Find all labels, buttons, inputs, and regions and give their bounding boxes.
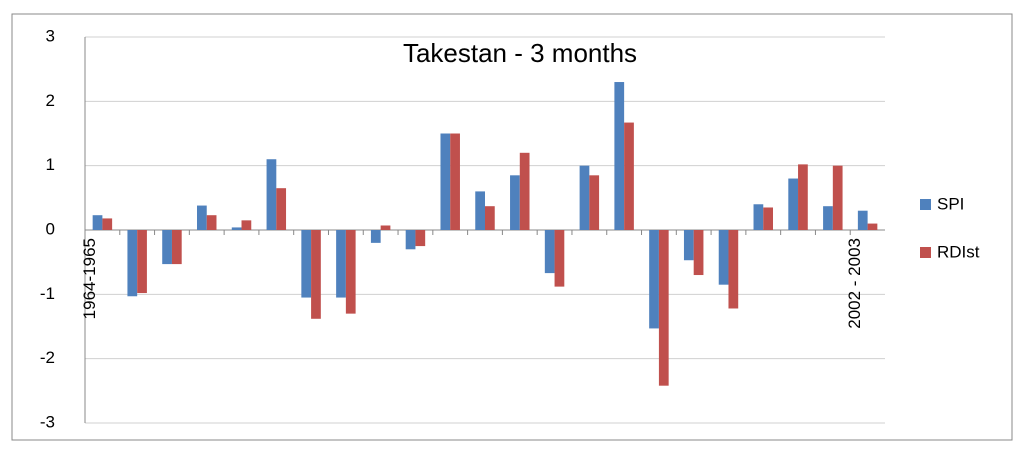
x-tick-label: 1964-1965: [80, 238, 99, 319]
bar: [370, 230, 381, 243]
bar: [162, 230, 172, 265]
bar: [579, 165, 590, 230]
bar: [788, 178, 799, 230]
chart-title: Takestan - 3 months: [403, 38, 637, 68]
bar: [763, 207, 773, 230]
bar: [857, 210, 868, 230]
bar: [485, 206, 495, 230]
y-tick-label: 2: [46, 91, 55, 110]
bar: [336, 230, 346, 298]
bar: [683, 230, 694, 261]
bar: [649, 230, 659, 329]
bar: [241, 220, 252, 230]
bar: [137, 230, 147, 294]
bar: [206, 215, 217, 230]
legend-swatch: [920, 247, 931, 258]
bar: [624, 122, 634, 230]
bar: [658, 230, 669, 386]
y-tick-label: 1: [46, 155, 55, 174]
y-tick-label: 3: [46, 26, 55, 45]
y-tick-label: -2: [40, 348, 55, 367]
bar: [301, 230, 312, 298]
bar: [127, 230, 138, 297]
bar: [102, 218, 113, 230]
bar: [519, 152, 530, 230]
y-tick-label: -1: [40, 284, 55, 303]
bar: [798, 164, 808, 230]
bar: [693, 230, 704, 276]
bar: [415, 230, 426, 247]
bar: [823, 206, 833, 230]
x-tick-label: 2002 - 2003: [845, 238, 864, 329]
legend-swatch: [920, 199, 931, 210]
bar: [554, 230, 565, 287]
legend-label: SPI: [937, 194, 964, 213]
bar: [171, 230, 182, 265]
bar: [92, 215, 103, 230]
bar: [231, 227, 242, 230]
bar: [544, 230, 555, 274]
bar: [475, 191, 485, 230]
bar: [405, 230, 416, 250]
bar: [589, 175, 600, 230]
bar: [440, 133, 451, 230]
bar: [614, 82, 625, 231]
bar: [718, 230, 729, 285]
legend-label: RDIst: [937, 242, 980, 261]
bar: [380, 225, 391, 230]
y-tick-label: 0: [46, 219, 55, 238]
bar: [311, 230, 321, 319]
bar: [197, 205, 207, 230]
y-tick-label: -3: [40, 412, 55, 431]
bar: [450, 133, 460, 230]
bar: [867, 223, 878, 230]
bar: [345, 230, 356, 314]
bar: [510, 175, 520, 230]
bar: [728, 230, 739, 309]
bar: [753, 204, 764, 230]
bar: [276, 188, 287, 230]
bar: [832, 165, 843, 230]
bar: [266, 159, 277, 230]
